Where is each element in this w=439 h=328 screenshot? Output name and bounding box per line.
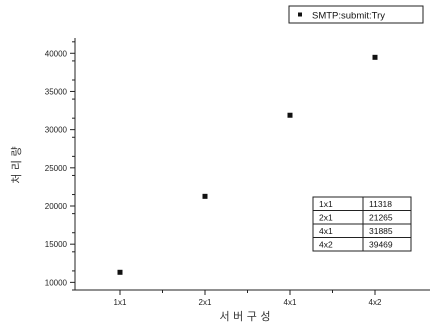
table-cell-value: 21265: [369, 213, 393, 223]
y-tick-label: 20000: [45, 202, 68, 211]
table-cell-config: 1x1: [319, 199, 333, 209]
x-tick-label: 2x1: [199, 298, 212, 307]
y-ticks: 10000 15000 20000 25000 30000 35000 40000: [45, 41, 75, 291]
data-points: [117, 54, 378, 275]
data-point: [372, 54, 378, 60]
y-tick-label: 25000: [45, 164, 68, 173]
x-tick-label: 1x1: [114, 298, 127, 307]
data-point: [287, 112, 293, 118]
x-tick-label: 4x1: [284, 298, 297, 307]
legend-label: SMTP:submit:Try: [312, 11, 385, 22]
table-cell-config: 4x2: [319, 240, 333, 250]
table-cell-value: 11318: [369, 199, 392, 209]
data-point: [202, 193, 208, 199]
table-cell-value: 31885: [369, 226, 393, 236]
data-table: 1x1 11318 2x1 21265 4x1 31885 4x2 39469: [312, 196, 412, 252]
y-tick-label: 15000: [45, 240, 68, 249]
data-point: [117, 269, 123, 275]
legend-box: [288, 5, 424, 24]
table-cell-config: 2x1: [319, 213, 333, 223]
x-ticks: 1x1 2x1 4x1 4x2: [114, 290, 382, 307]
y-tick-label: 40000: [45, 49, 68, 58]
x-tick-label: 4x2: [369, 298, 382, 307]
table-cell-value: 39469: [369, 240, 393, 250]
y-tick-label: 30000: [45, 126, 68, 135]
y-axis-title: 처 리 량: [10, 146, 23, 183]
legend-marker: [298, 12, 302, 17]
x-axis-title: 서 버 구 성: [220, 310, 271, 323]
y-tick-label: 10000: [45, 278, 68, 287]
table-cell-config: 4x1: [319, 226, 333, 236]
y-tick-label: 35000: [45, 87, 68, 96]
legend: SMTP:submit:Try: [288, 5, 424, 24]
